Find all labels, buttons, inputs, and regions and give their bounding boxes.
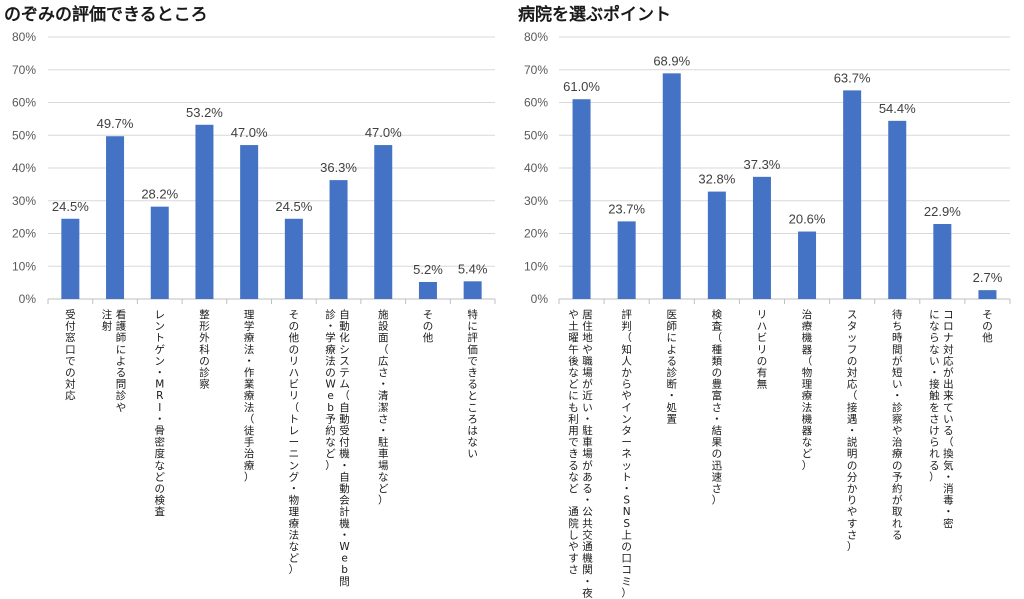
bar (61, 219, 79, 299)
category-label: や土曜午後などにも利用できるなど 通院しやすさ (568, 309, 579, 576)
bar (888, 121, 906, 299)
y-tick-label: 10% (524, 259, 548, 273)
y-tick-label: 80% (12, 30, 36, 44)
y-tick-label: 20% (524, 227, 548, 241)
data-label: 23.7% (608, 201, 645, 216)
bar (573, 99, 591, 299)
data-label: 5.4% (458, 261, 488, 276)
data-label: 32.8% (698, 172, 735, 187)
y-tick-label: 70% (524, 63, 548, 77)
data-label: 47.0% (231, 125, 268, 140)
bar (618, 221, 636, 299)
bar (708, 192, 726, 299)
y-tick-label: 10% (12, 259, 36, 273)
bar (285, 219, 303, 299)
y-tick-label: 30% (524, 194, 548, 208)
bar (240, 145, 258, 299)
y-tick-label: 50% (12, 128, 36, 142)
category-label: 診・学療法のWeb予約など） (325, 308, 336, 472)
data-label: 22.9% (924, 204, 961, 219)
y-tick-label: 20% (12, 227, 36, 241)
category-label: その他 (423, 309, 434, 344)
data-label: 63.7% (834, 70, 871, 85)
data-label: 54.4% (879, 101, 916, 116)
category-label: レントゲン・MRI・骨密度などの検査 (155, 309, 166, 518)
y-tick-label: 70% (12, 63, 36, 77)
category-label: 検査（種類の豊富さ・結果の迅速さ） (712, 308, 723, 507)
category-label: その他 (982, 309, 993, 344)
data-label: 49.7% (97, 116, 134, 131)
bar (419, 282, 437, 299)
y-tick-label: 60% (12, 96, 36, 110)
category-label: 治療機器（物理療法機器など） (802, 308, 813, 472)
y-tick-label: 40% (12, 161, 36, 175)
y-tick-label: 60% (524, 96, 548, 110)
category-label: その他のリハビリ（トレーニング・物理療法など） (289, 309, 300, 576)
y-tick-label: 50% (524, 128, 548, 142)
data-label: 20.6% (789, 212, 826, 227)
bar (753, 177, 771, 299)
data-label: 36.3% (320, 160, 357, 175)
category-label: 自動化システム（自動受付機・自動会計機・Web問 (339, 308, 350, 588)
data-label: 2.7% (973, 270, 1003, 285)
category-label: 評判（知人からやインターネット・SNS上の口コミ） (621, 308, 632, 599)
category-label: 看護師による問診や (116, 308, 127, 414)
y-tick-label: 0% (19, 292, 37, 306)
data-label: 28.2% (141, 187, 178, 202)
category-label: 整形外科の診察 (199, 308, 210, 391)
y-tick-label: 30% (12, 194, 36, 208)
chart-title: 病院を選ぶポイント (518, 4, 671, 25)
data-label: 24.5% (275, 199, 312, 214)
bar (195, 125, 213, 299)
category-label: 医師による診断・処置 (667, 309, 678, 425)
category-label: 居住地や職場が近い・駐車場がある・公共交通機関・夜間 (582, 309, 593, 599)
bar (330, 180, 348, 299)
y-tick-label: 0% (531, 292, 549, 306)
category-label: コロナ対応が出来ている（換気・消毒・密 (943, 309, 954, 530)
y-tick-label: 80% (524, 30, 548, 44)
bar (464, 281, 482, 299)
bar (151, 207, 169, 299)
bar (933, 224, 951, 299)
bar (978, 290, 996, 299)
category-label: 注射 (102, 308, 113, 333)
category-label: 特に評価できるところはない (467, 309, 478, 460)
data-label: 24.5% (52, 199, 89, 214)
bar (798, 232, 816, 299)
category-label: スタッフの対応（接遇・説明の分かりやすさ） (847, 309, 858, 553)
bar (106, 136, 124, 299)
category-label: 理学療法・作業療法（徒手治療） (244, 309, 255, 483)
bar (843, 90, 861, 299)
data-label: 53.2% (186, 105, 223, 120)
category-label: リハビリの有無 (757, 309, 768, 391)
data-label: 37.3% (744, 157, 781, 172)
y-tick-label: 40% (524, 161, 548, 175)
data-label: 47.0% (365, 125, 402, 140)
data-label: 61.0% (563, 79, 600, 94)
data-label: 5.2% (413, 262, 443, 277)
category-label: 待ち時間が短い・診察や治療の予約が取れる (892, 308, 903, 541)
chart-title: のぞみの評価できるところ (4, 4, 208, 25)
category-label: にならない・接触をさけられる） (929, 309, 940, 483)
chart-1: のぞみの評価できるところ 0% 10% 20% 30% 40% 50% 60% 70% 80% 24… (4, 4, 495, 588)
bar (374, 145, 392, 299)
bar (663, 73, 681, 299)
chart-2: 病院を選ぶポイント 0% 10% 20% 30% 40% 50% 60% 70% 80% 61.0%… (518, 4, 1010, 599)
category-label: 受付窓口での対応 (65, 309, 76, 402)
data-label: 68.9% (653, 53, 690, 68)
category-label: 施設面（広さ・清潔さ・駐車場など） (378, 308, 389, 507)
